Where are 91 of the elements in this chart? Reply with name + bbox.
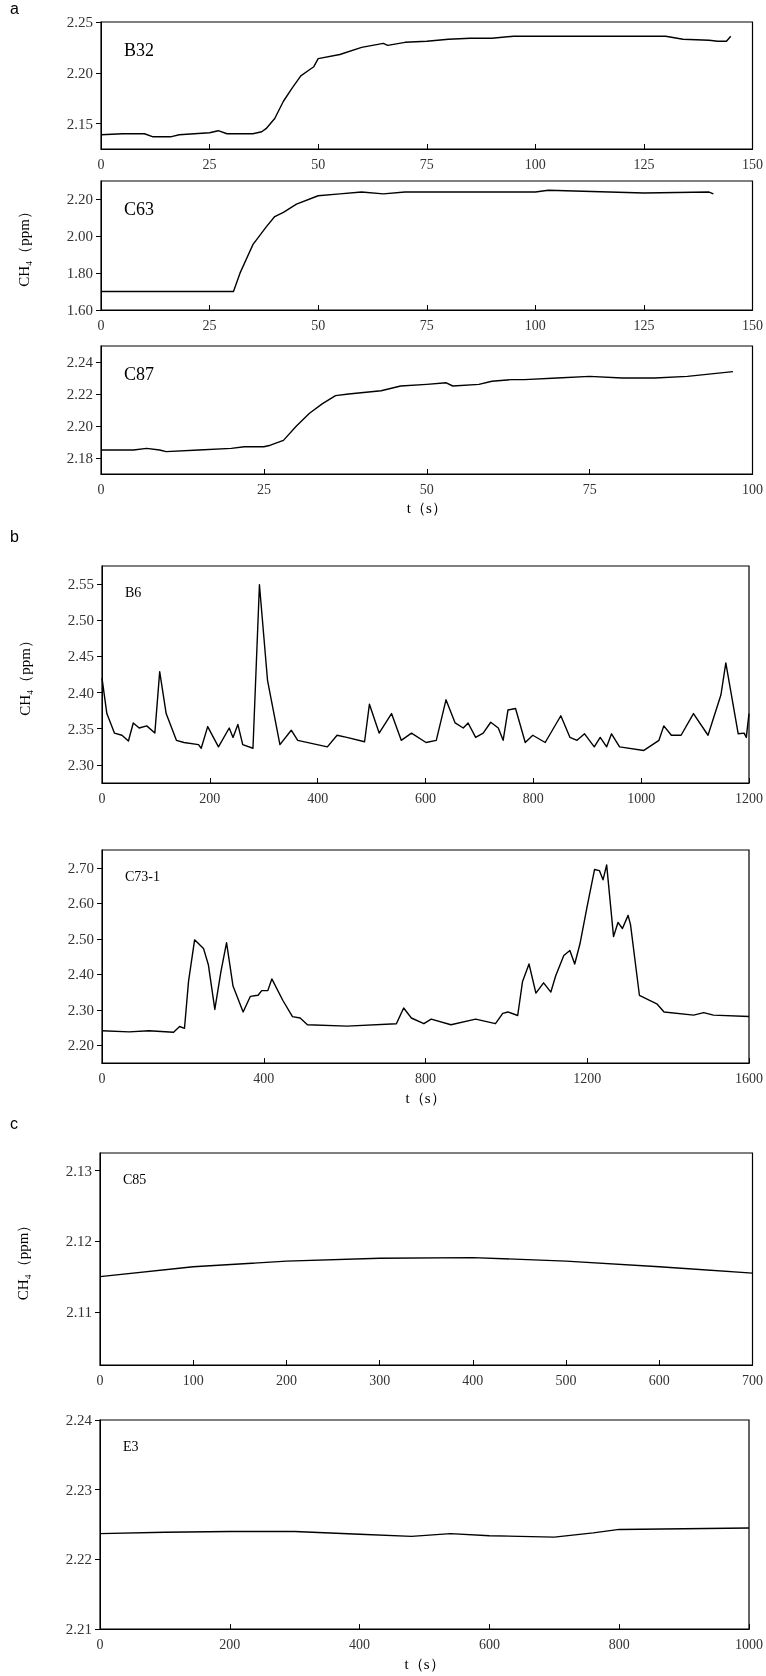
- y-tick-label: 2.21: [65, 1621, 92, 1638]
- x-tick-label: 25: [256, 481, 271, 497]
- y-tick-label: 2.20: [66, 64, 93, 81]
- x-tick-label: 200: [275, 1372, 297, 1388]
- x-tick-label: 700: [742, 1372, 763, 1388]
- x-tick-label: 0: [97, 156, 105, 172]
- text: C87: [124, 364, 155, 384]
- text: E3: [123, 1438, 139, 1454]
- x-tick-label: 1200: [573, 1070, 602, 1086]
- y-tick-label: 2.55: [67, 576, 94, 593]
- x-tick-label: 800: [415, 1070, 436, 1086]
- y-tick-label: 2.24: [66, 354, 94, 370]
- y-tick-label: 1.80: [66, 265, 93, 282]
- x-tick-label: 75: [419, 156, 434, 172]
- x-tick-label: 200: [219, 1636, 241, 1652]
- x-tick-label: 0: [98, 1070, 106, 1086]
- y-tick-label: 2.20: [66, 191, 93, 208]
- x-tick-label: 50: [311, 317, 326, 333]
- y-tick-label: 2.50: [67, 930, 94, 947]
- y-axis-title: CH₄（ppm）: [14, 1217, 31, 1301]
- y-tick-label: 2.40: [67, 966, 94, 983]
- x-tick-label: 100: [742, 481, 763, 497]
- x-tick-label: 200: [199, 790, 221, 806]
- y-tick-label: 2.00: [66, 228, 93, 245]
- x-tick-label: 1600: [735, 1070, 763, 1086]
- y-tick-label: 2.40: [67, 684, 94, 701]
- text: a: [10, 0, 19, 17]
- x-tick-label: 25: [202, 156, 217, 172]
- x-axis-title: t（s）: [405, 1089, 446, 1106]
- y-tick-label: 2.18: [66, 450, 93, 466]
- y-tick-label: 1.60: [66, 302, 93, 318]
- x-tick-label: 25: [202, 317, 217, 333]
- x-tick-label: 100: [182, 1372, 204, 1388]
- y-tick-label: 2.45: [67, 648, 94, 665]
- x-axis-title: t（s）: [406, 500, 447, 517]
- x-tick-label: 1000: [735, 1636, 763, 1652]
- y-tick-label: 2.22: [66, 386, 93, 402]
- y-tick-label: 2.13: [65, 1162, 92, 1179]
- text: B32: [124, 40, 155, 60]
- x-tick-label: 500: [555, 1372, 577, 1388]
- y-tick-label: 2.20: [66, 418, 93, 434]
- x-tick-label: 0: [97, 481, 105, 497]
- y-tick-label: 2.35: [67, 720, 94, 737]
- x-tick-label: 150: [742, 317, 763, 333]
- x-tick-label: 100: [524, 317, 546, 333]
- y-tick-label: 2.11: [66, 1304, 92, 1320]
- x-tick-label: 125: [633, 156, 655, 172]
- x-tick-label: 400: [349, 1636, 371, 1652]
- y-axis-title: CH₄（ppm）: [15, 204, 32, 287]
- x-tick-label: 300: [369, 1372, 391, 1388]
- x-tick-label: 75: [419, 317, 434, 333]
- x-tick-label: 800: [522, 790, 544, 806]
- y-tick-label: 2.15: [66, 115, 93, 132]
- y-tick-label: 2.23: [65, 1481, 92, 1498]
- x-tick-label: 1000: [627, 790, 656, 806]
- x-tick-label: 75: [582, 481, 597, 497]
- x-tick-label: 150: [742, 156, 763, 172]
- y-tick-label: 2.50: [67, 612, 94, 629]
- x-tick-label: 1200: [735, 790, 763, 806]
- x-tick-label: 50: [311, 156, 326, 172]
- y-axis-title: CH₄（ppm）: [16, 633, 33, 716]
- y-tick-label: 2.30: [67, 1001, 94, 1018]
- text: b: [10, 527, 19, 545]
- x-tick-label: 400: [307, 790, 329, 806]
- text: C85: [123, 1171, 147, 1187]
- text: c: [10, 1114, 18, 1132]
- y-tick-label: 2.30: [67, 756, 94, 773]
- y-tick-label: 2.24: [65, 1412, 93, 1428]
- text: C63: [124, 199, 155, 219]
- x-tick-label: 125: [633, 317, 655, 333]
- x-tick-label: 0: [96, 1372, 104, 1388]
- x-tick-label: 0: [96, 1636, 104, 1652]
- x-tick-label: 0: [97, 317, 105, 333]
- x-tick-label: 600: [478, 1636, 500, 1652]
- text: C73-1: [125, 868, 160, 884]
- x-tick-label: 50: [419, 481, 434, 497]
- x-tick-label: 800: [608, 1636, 630, 1652]
- y-tick-label: 2.70: [67, 859, 94, 876]
- y-tick-label: 2.60: [67, 895, 94, 912]
- x-tick-label: 600: [415, 790, 436, 806]
- x-tick-label: 600: [648, 1372, 670, 1388]
- y-tick-label: 2.20: [67, 1037, 94, 1054]
- x-tick-label: 400: [253, 1070, 275, 1086]
- x-tick-label: 0: [98, 790, 106, 806]
- y-tick-label: 2.22: [65, 1551, 92, 1568]
- x-axis-title: t（s）: [404, 1655, 445, 1672]
- x-tick-label: 100: [524, 156, 546, 172]
- y-tick-label: 2.12: [65, 1233, 92, 1250]
- text: B6: [125, 584, 142, 600]
- y-tick-label: 2.25: [66, 14, 93, 30]
- x-tick-label: 400: [462, 1372, 484, 1388]
